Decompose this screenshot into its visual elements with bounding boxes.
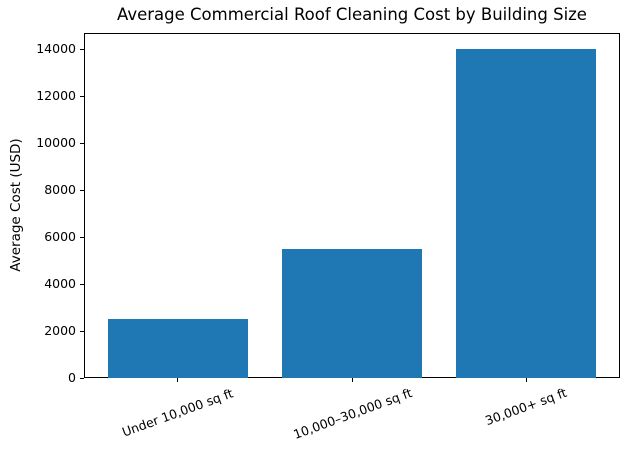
bar [456, 49, 596, 378]
y-axis-label: Average Cost (USD) [8, 138, 24, 272]
y-tick-label: 6000 [44, 229, 76, 245]
x-tick-label: 10,000–30,000 sq ft [290, 385, 415, 442]
y-tick-mark [80, 189, 84, 191]
bar [108, 319, 248, 378]
x-tick-label-text: Under 10,000 sq ft [120, 384, 236, 440]
y-tick-mark [80, 283, 84, 285]
y-tick-mark [80, 377, 84, 379]
y-tick-mark [80, 236, 84, 238]
x-tick-label-text: 10,000–30,000 sq ft [290, 384, 414, 442]
x-tick-label-text: 30,000+ sq ft [483, 385, 569, 429]
y-tick-label: 4000 [44, 276, 76, 292]
y-tick-label: 10000 [36, 135, 76, 151]
y-tick-mark [80, 142, 84, 144]
x-tick-label: 30,000+ sq ft [483, 385, 569, 428]
x-tick-label: Under 10,000 sq ft [119, 385, 236, 439]
chart-title: Average Commercial Roof Cleaning Cost by… [117, 5, 587, 24]
x-tick-mark [351, 378, 353, 382]
bar [282, 248, 422, 378]
y-tick-mark [80, 48, 84, 50]
y-tick-label: 8000 [44, 182, 76, 198]
y-tick-mark [80, 95, 84, 97]
y-tick-label: 14000 [36, 41, 76, 57]
y-tick-label: 0 [68, 370, 76, 385]
x-tick-mark [177, 378, 179, 382]
x-tick-mark [525, 378, 527, 382]
y-tick-label: 2000 [44, 323, 76, 339]
y-tick-mark [80, 330, 84, 332]
y-tick-label: 12000 [36, 88, 76, 104]
